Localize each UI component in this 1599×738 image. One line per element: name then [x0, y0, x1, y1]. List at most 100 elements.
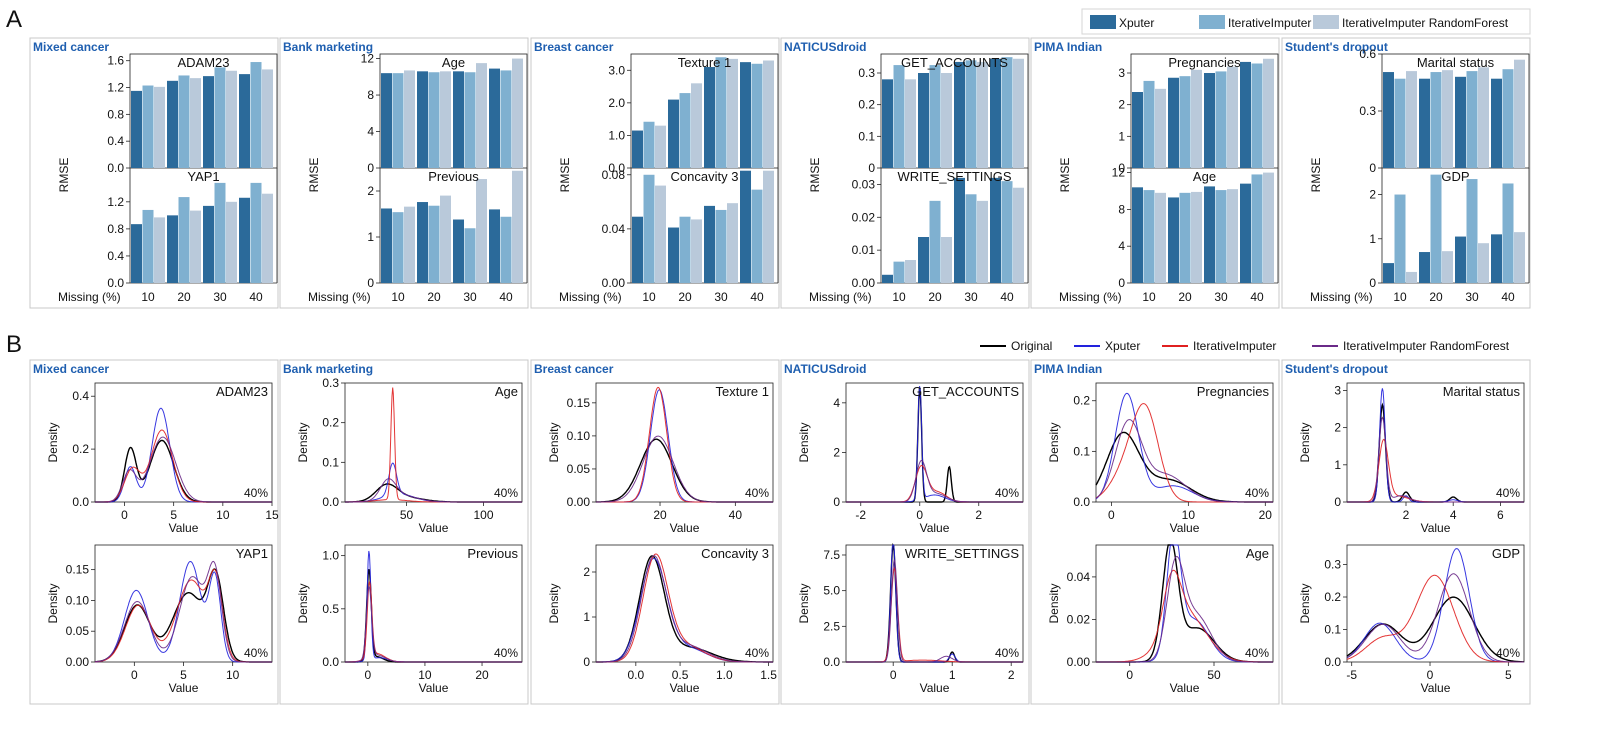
- bar-iterativeimputer-20: [1430, 72, 1442, 168]
- bar-iterativeimputer-randomforest-30: [727, 58, 738, 169]
- rmse-panel-frame: [1281, 37, 1531, 309]
- density-feature-title: Age: [1246, 546, 1269, 561]
- bar-iterativeimputer-40: [751, 189, 763, 283]
- density-x-tick-label: 5: [180, 668, 187, 682]
- bar-xputer-30: [954, 177, 965, 283]
- rmse-subplot-texture-1: 0.0 1.0 2.0 3.0 Texture 1: [608, 53, 779, 175]
- rmse-x-tick-label: 20: [928, 290, 942, 304]
- density-y-tick-label: 0.1: [1073, 444, 1090, 458]
- bar-xputer-20: [1168, 197, 1179, 283]
- bar-xputer-20: [918, 73, 929, 168]
- density-panel-frame: [780, 359, 1030, 705]
- density-x-label: Value: [1421, 681, 1451, 695]
- bar-iterativeimputer-randomforest-20: [941, 73, 952, 168]
- bar-iterativeimputer-30: [214, 182, 226, 283]
- bar-iterativeimputer-randomforest-30: [727, 203, 738, 283]
- rmse-y-tick-label: 1.6: [107, 54, 124, 68]
- bar-xputer-10: [381, 73, 392, 168]
- density-x-label: Value: [1170, 681, 1200, 695]
- density-subplot-previous: 0.0 0.5 1.0 0 10 20 Density Value Previous 40%: [296, 544, 523, 695]
- density-y-tick-label: 0.2: [1324, 590, 1341, 604]
- bar-iterativeimputer-randomforest-10: [1155, 88, 1166, 168]
- rmse-x-tick-label: 40: [1501, 290, 1515, 304]
- density-y-tick-label: 2: [1334, 421, 1341, 435]
- density-x-tick-label: 10: [216, 508, 230, 522]
- density-y-tick-label: 0.0: [1324, 655, 1341, 669]
- density-x-tick-label: 1.5: [760, 668, 777, 682]
- density-subplot-frame: [595, 382, 774, 503]
- bar-iterativeimputer-randomforest-10: [1155, 192, 1166, 283]
- rmse-x-tick-label: 20: [1178, 290, 1192, 304]
- bar-iterativeimputer-20: [178, 75, 190, 168]
- bar-xputer-20: [167, 215, 178, 283]
- rmse-x-label: Missing (%): [308, 290, 371, 304]
- rmse-feature-title: GDP: [1441, 169, 1469, 184]
- density-y-tick-label: 0: [833, 495, 840, 509]
- rmse-feature-title: Texture 1: [678, 55, 731, 70]
- density-y-tick-label: 0.0: [322, 495, 339, 509]
- density-x-tick-label: 2: [1403, 508, 1410, 522]
- density-feature-title: GET_ACCOUNTS: [912, 384, 1019, 399]
- density-feature-title: YAP1: [236, 546, 268, 561]
- rmse-x-tick-label: 10: [141, 290, 155, 304]
- rmse-subplot-age: 0 4 8 12 Age: [361, 52, 528, 175]
- density-curve-xputer: [1346, 548, 1524, 663]
- density-x-tick-label: 2: [975, 508, 982, 522]
- density-x-tick-label: 6: [1497, 508, 1504, 522]
- bar-xputer-10: [1132, 187, 1143, 283]
- legend-rmse-label-xputer: Xputer: [1119, 16, 1154, 30]
- rmse-x-label: Missing (%): [1310, 290, 1373, 304]
- density-y-tick-label: 1.0: [322, 549, 339, 563]
- bar-iterativeimputer-20: [428, 205, 440, 283]
- bar-xputer-10: [1383, 72, 1394, 168]
- density-y-label: Density: [296, 583, 310, 623]
- density-y-tick-label: 0.10: [567, 429, 591, 443]
- density-x-label: Value: [1421, 521, 1451, 535]
- bar-xputer-30: [704, 67, 715, 168]
- bar-iterativeimputer-10: [392, 212, 404, 283]
- density-y-tick-label: 0.0: [1073, 495, 1090, 509]
- density-y-tick-label: 2: [833, 445, 840, 459]
- density-feature-title: Previous: [467, 546, 518, 561]
- legend-density-label-original: Original: [1011, 339, 1052, 353]
- density-x-label: Value: [920, 521, 950, 535]
- rmse-x-tick-label: 30: [1214, 290, 1228, 304]
- density-x-tick-label: 1.0: [716, 668, 733, 682]
- rmse-y-tick-label: 2: [367, 184, 374, 198]
- bar-iterativeimputer-randomforest-40: [512, 58, 523, 169]
- rmse-x-tick-label: 40: [499, 290, 513, 304]
- legend-rmse-swatch-xputer: [1090, 15, 1116, 29]
- bar-iterativeimputer-30: [1215, 71, 1227, 168]
- density-curve-xputer: [1347, 388, 1524, 503]
- bar-xputer-40: [239, 74, 250, 168]
- bar-xputer-20: [417, 71, 428, 168]
- bar-iterativeimputer-randomforest-30: [1478, 67, 1489, 168]
- rmse-dataset-title: Breast cancer: [534, 40, 614, 54]
- density-x-tick-label: 100: [474, 508, 494, 522]
- density-subplot-pregnancies: 0.0 0.1 0.2 0 10 20 Density Value Pregnancies 40%: [1047, 382, 1274, 535]
- rmse-y-tick-label: 12: [1112, 166, 1126, 180]
- rmse-dataset-naticusdroid: NATICUSdroid RMSE 0 0.1 0.2 0.3 GET_ACCOUNTS 0.…: [780, 37, 1030, 309]
- bar-iterativeimputer-40: [500, 216, 512, 283]
- bar-xputer-20: [417, 202, 428, 283]
- density-dataset-naticusdroid: NATICUSdroid 0 2 4 -2 0 2 Density Value GET_ACCOU…: [780, 359, 1030, 705]
- bar-iterativeimputer-randomforest-40: [512, 170, 523, 283]
- bar-iterativeimputer-10: [392, 73, 404, 168]
- rmse-y-tick-label: 0.4: [107, 249, 124, 263]
- rmse-y-tick-label: 8: [367, 88, 374, 102]
- bar-iterativeimputer-randomforest-30: [476, 63, 487, 169]
- density-y-label: Density: [1047, 422, 1061, 462]
- rmse-panel-frame: [29, 37, 279, 309]
- bar-xputer-20: [668, 99, 679, 168]
- density-x-label: Value: [419, 521, 449, 535]
- bar-iterativeimputer-randomforest-10: [905, 79, 916, 168]
- density-x-tick-label: -2: [855, 508, 866, 522]
- density-subplot-frame: [94, 544, 273, 663]
- density-y-tick-label: 1: [1334, 458, 1341, 472]
- density-subplot-marital-status: 0 1 2 3 2 4 6 Density Value Marital status 40%: [1298, 382, 1525, 535]
- rmse-feature-title: WRITE_SETTINGS: [897, 169, 1011, 184]
- rmse-y-tick-label: 0: [367, 161, 374, 175]
- density-x-label: Value: [670, 521, 700, 535]
- density-dataset-title: Breast cancer: [534, 362, 614, 376]
